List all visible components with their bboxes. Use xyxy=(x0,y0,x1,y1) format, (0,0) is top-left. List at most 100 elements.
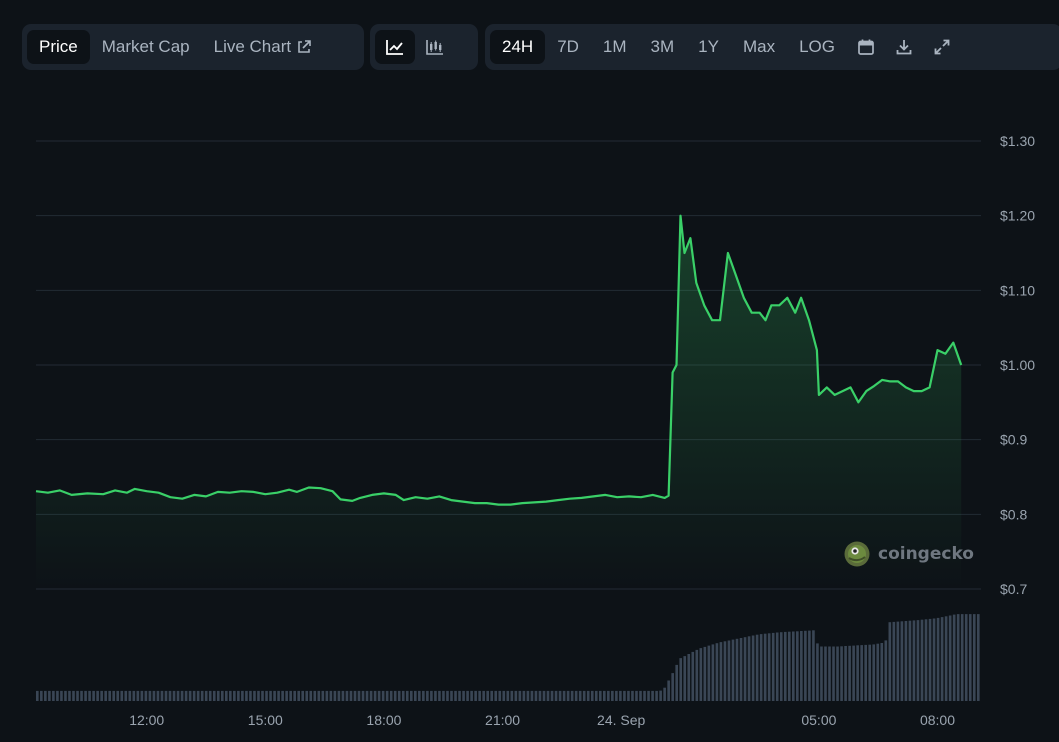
volume-bar xyxy=(502,690,506,701)
volume-bar xyxy=(928,618,932,701)
volume-bar xyxy=(430,690,433,701)
volume-bar xyxy=(405,690,409,701)
line-chart-button[interactable] xyxy=(375,30,415,64)
volume-bar xyxy=(361,690,365,701)
candlestick-chart-button[interactable] xyxy=(415,30,455,64)
volume-bar xyxy=(470,690,473,701)
volume-bar xyxy=(804,630,807,701)
range-24h[interactable]: 24H xyxy=(490,30,546,64)
volume-bar xyxy=(623,690,626,701)
candlestick-icon xyxy=(426,40,443,55)
volume-bar xyxy=(422,690,425,701)
volume-bar xyxy=(373,690,377,701)
range-3m[interactable]: 3M xyxy=(650,37,675,56)
x-tick-label: 08:00 xyxy=(920,712,955,728)
range-1m[interactable]: 1M xyxy=(602,37,627,56)
tab-market-cap[interactable]: Market Cap xyxy=(101,37,190,56)
volume-bar xyxy=(896,621,900,701)
volume-bar xyxy=(216,690,220,701)
volume-bar xyxy=(868,644,872,701)
volume-bar xyxy=(711,644,715,701)
volume-bar xyxy=(562,690,566,701)
date-range-button[interactable] xyxy=(847,30,885,64)
volume-bar xyxy=(816,643,819,701)
volume-bar xyxy=(900,621,904,701)
volume-bar xyxy=(305,690,309,701)
volume-bar xyxy=(695,649,699,701)
volume-bar xyxy=(454,690,457,701)
y-tick-label: $0.7 xyxy=(1000,581,1027,597)
range-max[interactable]: Max xyxy=(742,37,776,56)
volume-bar xyxy=(237,690,240,701)
volume-bar xyxy=(655,690,658,701)
fullscreen-button[interactable] xyxy=(923,30,961,64)
volume-bar xyxy=(385,690,389,701)
volume-bar xyxy=(257,690,260,701)
volume-bar xyxy=(397,690,401,701)
volume-bar xyxy=(112,690,116,701)
volume-bar xyxy=(836,646,839,701)
x-tick-label: 18:00 xyxy=(366,712,401,728)
volume-bar xyxy=(691,651,695,701)
range-7d[interactable]: 7D xyxy=(557,37,579,56)
volume-bar xyxy=(707,645,711,701)
volume-bar xyxy=(796,631,799,701)
volume-bar xyxy=(100,690,103,701)
volume-bar xyxy=(872,644,876,701)
volume-bar xyxy=(675,664,678,701)
tab-live-chart[interactable]: Live Chart xyxy=(202,30,324,64)
volume-bars xyxy=(36,614,980,701)
volume-bar xyxy=(840,646,843,701)
volume-bar xyxy=(381,690,385,701)
range-1y[interactable]: 1Y xyxy=(698,37,719,56)
volume-bar xyxy=(598,690,602,701)
volume-bar xyxy=(309,690,313,701)
volume-bar xyxy=(651,690,654,701)
volume-bar xyxy=(273,690,276,701)
volume-bar xyxy=(860,645,863,701)
download-button[interactable] xyxy=(885,30,923,64)
volume-bar xyxy=(52,690,55,701)
volume-bar xyxy=(639,690,642,701)
price-line xyxy=(35,214,963,506)
volume-bar xyxy=(72,690,75,701)
volume-bar xyxy=(888,622,892,701)
volume-bar xyxy=(892,621,896,701)
volume-bar xyxy=(820,646,823,701)
volume-bar xyxy=(116,690,120,701)
volume-bar xyxy=(144,690,148,701)
volume-bar xyxy=(936,617,940,701)
volume-bar xyxy=(164,690,168,701)
volume-bar xyxy=(920,619,924,701)
volume-bar xyxy=(88,690,91,701)
watermark-text: coingecko xyxy=(878,544,974,564)
volume-bar xyxy=(635,690,638,701)
volume-bar xyxy=(542,690,546,701)
volume-bar xyxy=(233,690,236,701)
volume-bar xyxy=(357,690,361,701)
volume-bar xyxy=(603,690,606,701)
volume-bar xyxy=(168,690,172,701)
volume-bar xyxy=(245,690,248,701)
volume-bar xyxy=(297,690,300,701)
tab-price[interactable]: Price xyxy=(27,30,90,64)
chart-type-group xyxy=(370,24,478,70)
volume-bar xyxy=(124,690,128,701)
volume-bar xyxy=(132,690,136,701)
volume-bar xyxy=(848,645,851,701)
price-area-fill xyxy=(36,215,962,589)
volume-bar xyxy=(285,690,288,701)
volume-bar xyxy=(916,620,920,701)
volume-bar xyxy=(800,631,803,701)
volume-bar xyxy=(56,690,59,701)
volume-bar xyxy=(377,690,381,701)
log-scale-toggle[interactable]: LOG xyxy=(799,37,835,56)
volume-bar xyxy=(313,690,317,701)
volume-bar xyxy=(458,690,461,701)
volume-bar xyxy=(578,690,582,701)
calendar-icon xyxy=(858,39,874,55)
volume-bar xyxy=(353,690,357,701)
volume-bar xyxy=(44,690,47,701)
x-tick-label: 21:00 xyxy=(485,712,520,728)
